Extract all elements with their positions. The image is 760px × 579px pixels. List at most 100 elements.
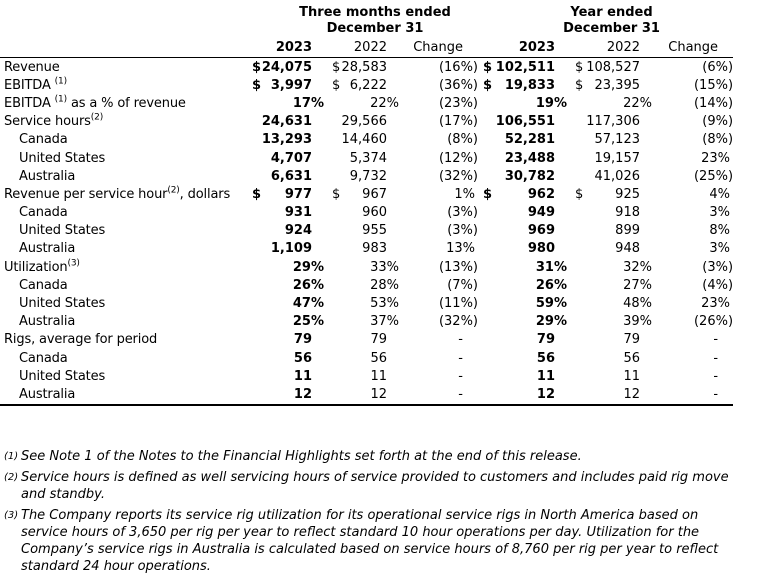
column-header-2022-q: 2022 <box>327 37 402 58</box>
cell-value: 962 <box>527 186 555 202</box>
cell-value: 3% <box>709 241 731 257</box>
row-label: Canada <box>0 204 247 222</box>
table-cell: 23% <box>655 294 733 312</box>
currency-symbol: $ <box>252 186 262 202</box>
table-cell: (3%) <box>402 204 478 222</box>
table-cell: 13,293 <box>247 131 327 149</box>
table-cell: (26%) <box>655 313 733 331</box>
cell-value: 918 <box>615 205 640 221</box>
table-cell: $962 <box>478 185 570 203</box>
table-cell: - <box>655 349 733 367</box>
table-cell: - <box>655 385 734 406</box>
cell-value: 983 <box>362 241 387 257</box>
group-header-line2: December 31 <box>563 21 660 36</box>
table-cell: 106,551 <box>478 113 570 131</box>
cell-value: 29% <box>292 259 324 275</box>
column-header-2023-y: 2023 <box>478 37 570 58</box>
table-cell: 11 <box>570 367 655 385</box>
cell-value: 13,293 <box>261 132 312 148</box>
row-label-text: EBITDA <box>4 77 55 93</box>
column-header-change-y: Change <box>655 37 734 58</box>
cell-value: - <box>713 386 719 402</box>
currency-symbol: $ <box>483 59 493 75</box>
table-cell: $102,511 <box>478 58 570 77</box>
row-label: Canada <box>0 276 247 294</box>
table-cell: $3,997 <box>247 76 327 94</box>
cell-value: 79 <box>293 332 312 348</box>
cell-value: 19% <box>535 95 567 111</box>
group-header-line1: Three months ended <box>299 5 451 20</box>
currency-symbol: $ <box>332 186 341 202</box>
table-cell: (6%) <box>655 58 733 77</box>
footnote-text: The Company reports its service rig util… <box>21 507 719 574</box>
cell-value: (7%) <box>447 277 478 293</box>
table-cell: 27% <box>570 276 655 294</box>
footnote-ref: (1) <box>54 76 67 87</box>
table-cell: 11 <box>327 367 402 385</box>
cell-value: (3%) <box>447 205 478 221</box>
table-cell: 960 <box>327 204 402 222</box>
currency-symbol: $ <box>332 77 341 93</box>
footnote-ref: (2) <box>90 112 104 123</box>
row-label-text: Utilization <box>4 259 68 275</box>
table-cell: 28% <box>327 276 402 294</box>
footnotes: (1) See Note 1 of the Notes to the Finan… <box>0 448 731 575</box>
table-row: United States 11 11 - 11 11 - <box>0 367 733 385</box>
table-cell: 24,631 <box>247 113 327 131</box>
table-cell: 22% <box>327 94 402 112</box>
group-header-line2: December 31 <box>326 21 424 36</box>
cell-value: (11%) <box>438 296 478 312</box>
cell-value: 30,782 <box>504 168 555 184</box>
cell-value: 967 <box>362 186 387 202</box>
table-cell: 22% <box>570 94 655 112</box>
table-cell: - <box>402 349 478 367</box>
group-header-year-ended: Year ended December 31 <box>478 5 733 37</box>
row-label-text: United States <box>19 150 106 166</box>
table-cell: 56 <box>327 349 402 367</box>
cell-value: 37% <box>370 314 399 330</box>
cell-value: 6,222 <box>349 77 387 93</box>
cell-value: 57,123 <box>594 132 641 148</box>
table-cell: 948 <box>570 240 655 258</box>
table-cell: 4% <box>655 185 733 203</box>
table-cell: (13%) <box>402 258 478 276</box>
row-label-text: United States <box>19 223 106 239</box>
cell-value: (8%) <box>702 132 734 148</box>
financial-highlights-table: Three months ended December 31 Year ende… <box>0 5 734 406</box>
table-row: United States 4,707 5,374 (12%) 23,488 19,157… <box>0 149 733 167</box>
row-label: Australia <box>0 313 247 331</box>
cell-value: (6%) <box>702 59 734 75</box>
table-row: Rigs, average for period 79 79 - 79 79 - <box>0 331 733 349</box>
row-label-text: EBITDA <box>4 95 55 111</box>
currency-symbol: $ <box>575 59 584 75</box>
table-cell: 11 <box>247 367 327 385</box>
table-cell: (16%) <box>402 58 478 77</box>
cell-value: 955 <box>362 223 387 239</box>
footnote-marker: (2) <box>4 471 19 483</box>
cell-value: (3%) <box>447 223 478 239</box>
cell-value: 8% <box>709 223 731 239</box>
table-row: Australia 1,109 983 13% 980 948 3% <box>0 240 733 258</box>
cell-value: 1% <box>454 186 475 202</box>
cell-value: 31% <box>535 259 567 275</box>
footnote-marker: (3) <box>4 509 19 521</box>
table-row: Canada 13,293 14,460 (8%) 52,281 57,123 (8%) <box>0 131 733 149</box>
table-cell: 14,460 <box>327 131 402 149</box>
cell-value: 79 <box>536 332 555 348</box>
cell-value: 11 <box>536 368 555 384</box>
cell-value: 11 <box>293 368 312 384</box>
cell-value: 56 <box>536 350 555 366</box>
cell-value: (25%) <box>693 168 734 184</box>
row-label-text: Service hours <box>4 114 91 130</box>
row-label: United States <box>0 367 247 385</box>
table-cell: - <box>655 367 733 385</box>
cell-value: 12 <box>536 386 555 402</box>
table-cell: 17% <box>247 94 327 112</box>
table-cell: (7%) <box>402 276 478 294</box>
row-label-text: United States <box>19 296 106 312</box>
table-cell: 48% <box>570 294 655 312</box>
table-cell: (8%) <box>655 131 733 149</box>
table-cell: (25%) <box>655 167 733 185</box>
footnote-ref: (2) <box>167 185 180 196</box>
cell-value: 3% <box>709 205 731 221</box>
